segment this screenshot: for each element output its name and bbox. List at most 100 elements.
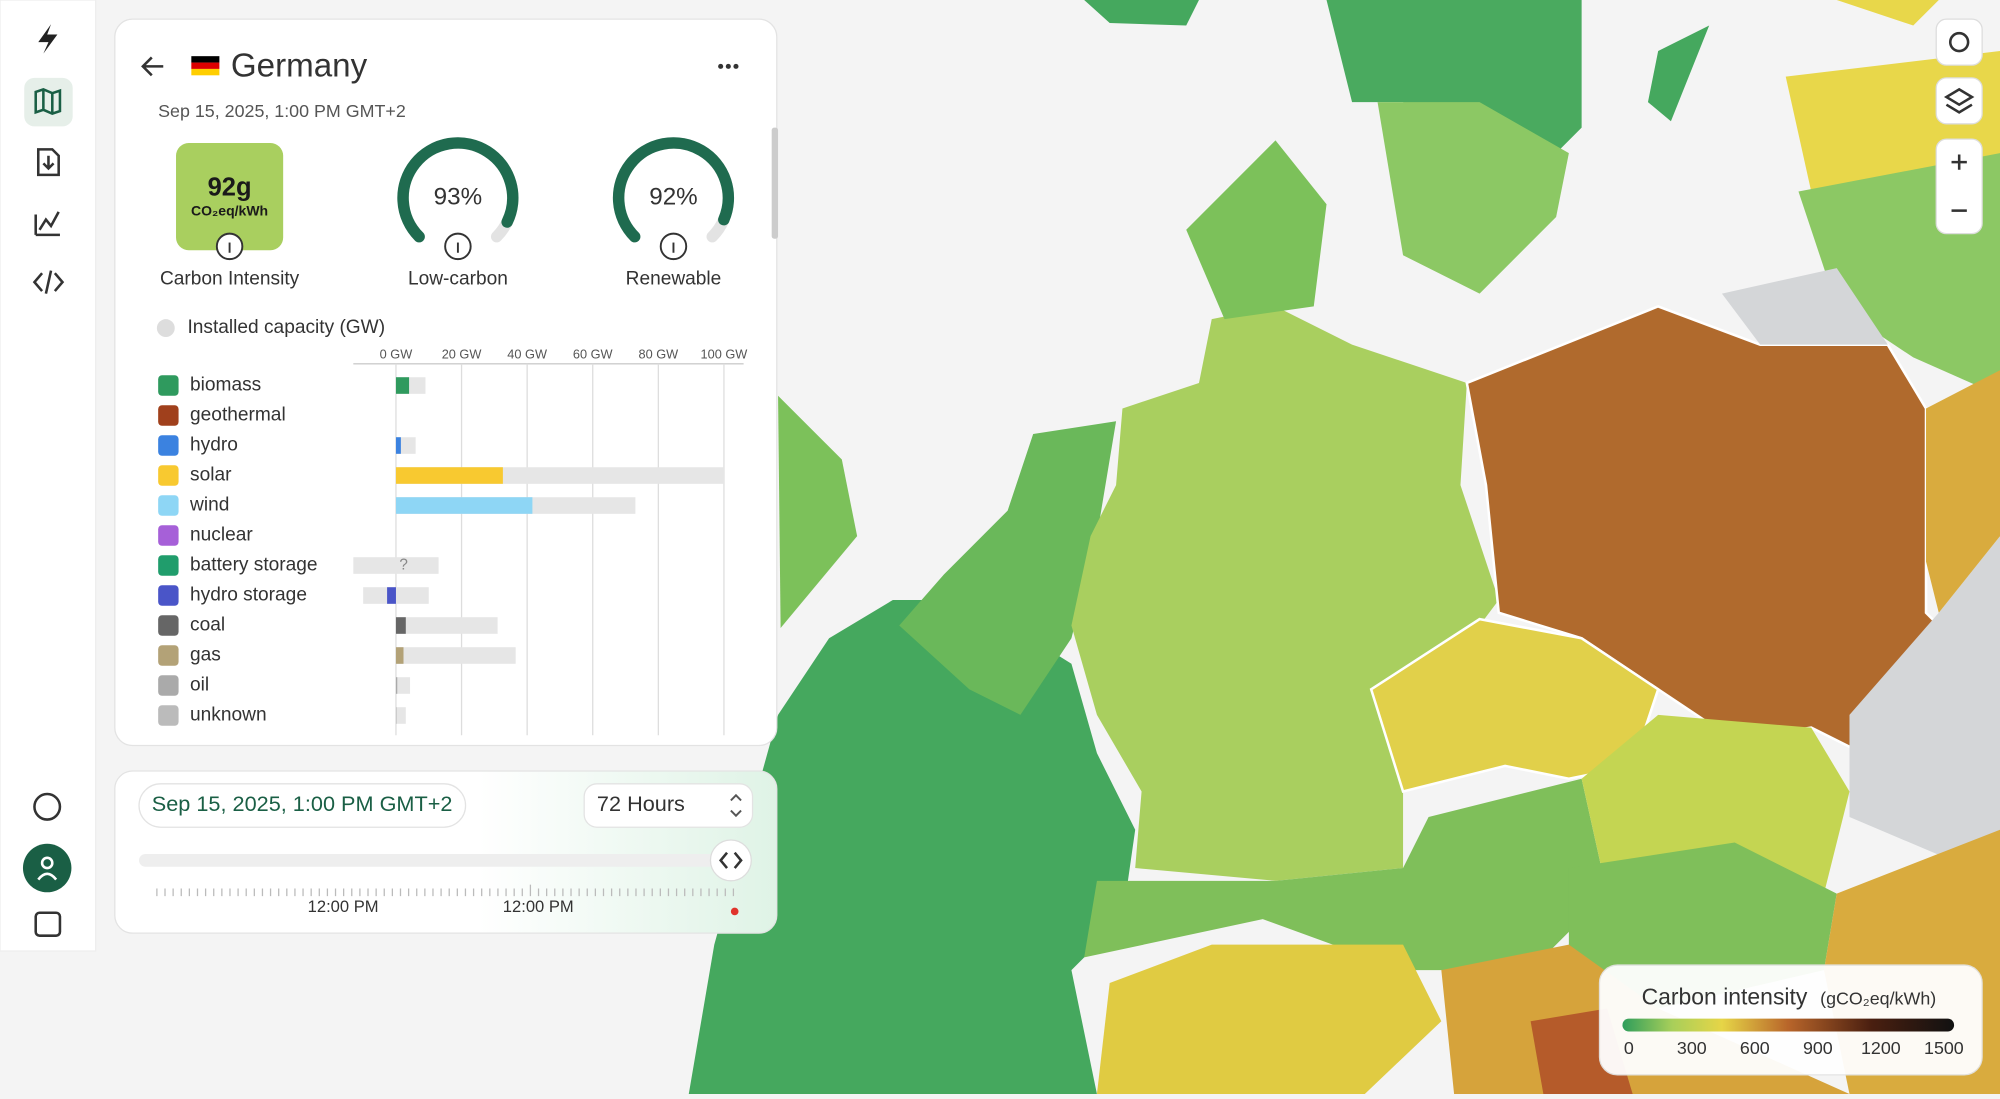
timeline: Sep 15, 2025, 1:00 PM GMT+2 72 Hours 12:… xyxy=(114,770,778,934)
map-icon xyxy=(34,87,62,115)
legend-unit: (gCO₂eq/kWh) xyxy=(1820,988,1936,1008)
capacity-bar xyxy=(353,557,439,574)
account-icon xyxy=(37,872,58,881)
legend-tick: 900 xyxy=(1803,1038,1833,1058)
collapse-button[interactable] xyxy=(34,911,62,937)
zone-date: Sep 15, 2025, 1:00 PM GMT+2 xyxy=(158,101,406,121)
category-label: hydro xyxy=(190,435,238,456)
flag xyxy=(191,62,220,69)
zoom-in[interactable] xyxy=(1951,154,1967,170)
zoom-controls xyxy=(1935,138,1983,235)
capacity-bar xyxy=(395,647,516,664)
production-bar xyxy=(395,497,533,514)
select-arrows xyxy=(730,793,742,818)
gauge-arc xyxy=(612,137,735,243)
zone-title: Germany xyxy=(231,47,368,84)
toggle[interactable] xyxy=(156,319,175,338)
gauge-value: 93% xyxy=(434,183,482,210)
category-label: gas xyxy=(190,645,221,666)
source-icon xyxy=(158,615,179,636)
slider-handle[interactable] xyxy=(709,839,752,882)
range-select[interactable] xyxy=(583,783,754,828)
production-bar xyxy=(395,677,398,694)
capacity-bar xyxy=(395,617,498,634)
legend-tick: 1500 xyxy=(1924,1038,1964,1058)
legend-tick: 300 xyxy=(1677,1038,1707,1058)
source-icon xyxy=(158,465,179,486)
timeline-date: Sep 15, 2025, 1:00 PM GMT+2 xyxy=(152,791,453,816)
scrollbar[interactable] xyxy=(771,127,779,239)
production-bar xyxy=(395,617,406,634)
back-button[interactable] xyxy=(141,56,164,77)
legend-title: Carbon intensity xyxy=(1642,983,1808,1009)
settings-button[interactable] xyxy=(1935,18,1983,66)
capacity-bar xyxy=(395,677,411,694)
api-button[interactable] xyxy=(32,270,65,294)
capacity-bar xyxy=(395,707,406,724)
date-pill[interactable] xyxy=(138,783,467,828)
source-icon xyxy=(158,585,179,606)
production-bar xyxy=(387,587,396,604)
slider-track[interactable] xyxy=(139,854,734,867)
map[interactable] xyxy=(688,0,2000,1094)
flag xyxy=(191,56,220,63)
source-icon xyxy=(158,555,179,576)
production-bar xyxy=(395,437,401,454)
analytics-button[interactable] xyxy=(34,211,60,237)
source-icon xyxy=(158,675,179,696)
category-label: solar xyxy=(190,465,232,486)
source-icon xyxy=(158,495,179,516)
layers-button[interactable] xyxy=(1935,77,1983,125)
production-bar xyxy=(395,467,503,484)
intensity-unit: CO₂eq/kWh xyxy=(191,203,268,219)
zone-panel: Germany Sep 15, 2025, 1:00 PM GMT+2 92g … xyxy=(114,18,779,747)
source-icon xyxy=(158,705,179,726)
production-bar xyxy=(395,647,404,664)
category-label: coal xyxy=(190,615,225,636)
account-icon xyxy=(40,856,54,870)
legend-tick: 600 xyxy=(1740,1038,1770,1058)
production-bar xyxy=(395,707,397,724)
time-label: 12:00 PM xyxy=(503,897,574,916)
download-button[interactable] xyxy=(36,148,60,177)
flag xyxy=(191,68,220,76)
source-icon xyxy=(158,525,179,546)
source-icon xyxy=(158,435,179,456)
handle-icon xyxy=(719,851,743,869)
metric-label: Low-carbon xyxy=(408,269,508,290)
intensity-value: 92g xyxy=(208,174,252,202)
live-indicator xyxy=(730,907,739,916)
logo[interactable] xyxy=(38,24,58,54)
range-label: 72 Hours xyxy=(597,791,685,816)
value-label: ? xyxy=(399,557,408,574)
x-tick-label: 60 GW xyxy=(573,346,613,361)
category-label: hydro storage xyxy=(190,585,307,606)
sidebar xyxy=(0,0,97,952)
category-label: geothermal xyxy=(190,405,286,426)
source-icon xyxy=(158,405,179,426)
intensity-box xyxy=(176,142,284,251)
sidebar-bg xyxy=(0,0,97,952)
layers-icon xyxy=(1943,87,1975,114)
legend-tick: 0 xyxy=(1624,1038,1634,1058)
legend-tick: 1200 xyxy=(1861,1038,1901,1058)
x-tick-label: 20 GW xyxy=(442,346,482,361)
map-controls xyxy=(1935,18,1983,235)
gauge-arc xyxy=(397,137,519,243)
production-bar xyxy=(395,377,410,394)
metric-label: Renewable xyxy=(626,269,722,290)
source-icon xyxy=(158,645,179,666)
category-label: unknown xyxy=(190,705,267,726)
time-ticks xyxy=(156,884,735,897)
metric-label: Carbon Intensity xyxy=(160,269,300,290)
legend-gradient xyxy=(1622,1018,1955,1032)
more-button[interactable] xyxy=(718,63,739,69)
category-label: battery storage xyxy=(190,555,318,576)
map-button[interactable] xyxy=(24,77,73,127)
category-label: wind xyxy=(189,495,229,516)
settings-icon xyxy=(1948,31,1970,53)
x-tick-label: 100 GW xyxy=(701,346,748,361)
help-button[interactable] xyxy=(33,792,62,821)
